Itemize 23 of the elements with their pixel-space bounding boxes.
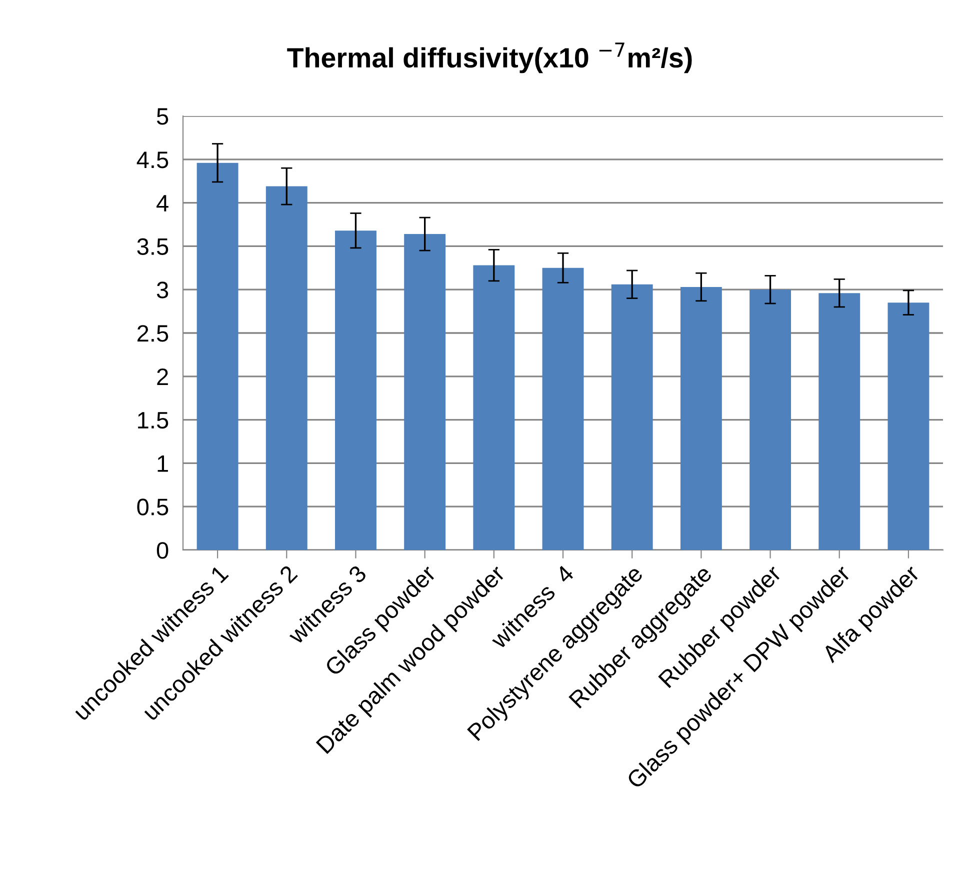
y-tick-label: 1.5	[138, 412, 168, 429]
chart-title: Thermal diffusivity(x10 $^{−7}$m²/s)	[287, 42, 692, 74]
bar	[473, 265, 515, 550]
bar	[335, 230, 376, 550]
y-tick-label: 4.5	[136, 152, 168, 168]
bar	[266, 186, 308, 550]
bar	[888, 302, 930, 550]
bar	[611, 284, 653, 550]
bar	[750, 290, 791, 550]
y-tick-label: 2.5	[137, 325, 168, 342]
y-tick-label: 2	[157, 368, 168, 385]
y-tick-label: 3.5	[137, 238, 168, 255]
y-tick-label: 0.5	[137, 498, 168, 516]
y-tick-label: 1	[158, 456, 168, 472]
bar	[818, 293, 860, 550]
y-tick-label: 5	[156, 108, 168, 125]
bar	[542, 268, 584, 550]
bar	[680, 286, 722, 550]
y-tick-label: 4	[156, 195, 168, 212]
bar	[404, 234, 446, 550]
y-tick-label: 3	[156, 282, 168, 298]
bar	[196, 162, 238, 550]
y-tick-label: 0	[156, 542, 168, 559]
